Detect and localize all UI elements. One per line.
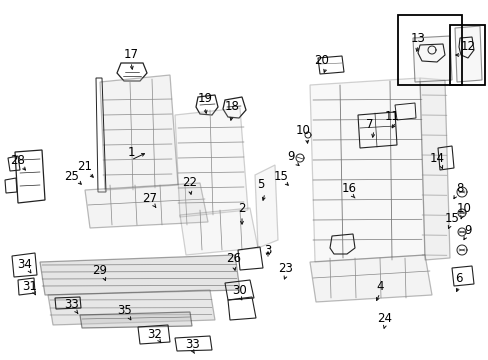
Text: 3: 3 xyxy=(264,244,271,257)
Text: 4: 4 xyxy=(375,279,383,292)
Text: 34: 34 xyxy=(18,257,32,270)
Text: 32: 32 xyxy=(147,328,162,341)
Text: 13: 13 xyxy=(410,31,425,45)
Polygon shape xyxy=(48,290,215,325)
Text: 19: 19 xyxy=(197,93,212,105)
Polygon shape xyxy=(80,312,192,328)
Polygon shape xyxy=(100,75,178,190)
Text: 14: 14 xyxy=(428,152,444,165)
Text: 21: 21 xyxy=(77,161,92,174)
Polygon shape xyxy=(180,208,258,255)
Text: 12: 12 xyxy=(460,40,474,54)
Text: 26: 26 xyxy=(226,252,241,266)
Polygon shape xyxy=(309,255,431,302)
Bar xyxy=(449,25,484,85)
Polygon shape xyxy=(419,78,449,260)
Text: 18: 18 xyxy=(224,100,239,113)
Text: 7: 7 xyxy=(366,117,373,130)
Text: 20: 20 xyxy=(314,54,329,67)
Polygon shape xyxy=(309,78,424,262)
Text: 17: 17 xyxy=(123,48,138,60)
Text: 30: 30 xyxy=(232,284,247,297)
Text: 10: 10 xyxy=(295,125,310,138)
Text: 24: 24 xyxy=(377,311,392,324)
Text: 1: 1 xyxy=(127,145,135,158)
Text: 15: 15 xyxy=(273,170,288,183)
Polygon shape xyxy=(40,255,240,295)
Text: 15: 15 xyxy=(444,212,459,225)
Text: 22: 22 xyxy=(182,176,197,189)
Text: 11: 11 xyxy=(384,109,399,122)
Text: 28: 28 xyxy=(11,153,25,166)
Text: 10: 10 xyxy=(456,202,470,216)
Text: 2: 2 xyxy=(238,202,245,215)
Bar xyxy=(397,15,461,85)
Polygon shape xyxy=(85,183,207,228)
Polygon shape xyxy=(254,165,278,248)
Text: 33: 33 xyxy=(64,298,79,311)
Text: 25: 25 xyxy=(64,170,79,183)
Text: 16: 16 xyxy=(341,183,356,195)
Text: 33: 33 xyxy=(185,338,200,351)
Text: 29: 29 xyxy=(92,264,107,276)
Text: 23: 23 xyxy=(278,261,293,274)
Text: 31: 31 xyxy=(22,280,38,293)
Text: 9: 9 xyxy=(286,150,294,163)
Polygon shape xyxy=(175,108,247,217)
Text: 6: 6 xyxy=(454,273,462,285)
Polygon shape xyxy=(454,26,481,82)
Text: 35: 35 xyxy=(118,305,132,318)
Text: 9: 9 xyxy=(463,224,471,237)
Text: 27: 27 xyxy=(142,192,157,204)
Polygon shape xyxy=(412,36,451,82)
Text: 5: 5 xyxy=(257,179,264,192)
Text: 8: 8 xyxy=(455,181,463,194)
